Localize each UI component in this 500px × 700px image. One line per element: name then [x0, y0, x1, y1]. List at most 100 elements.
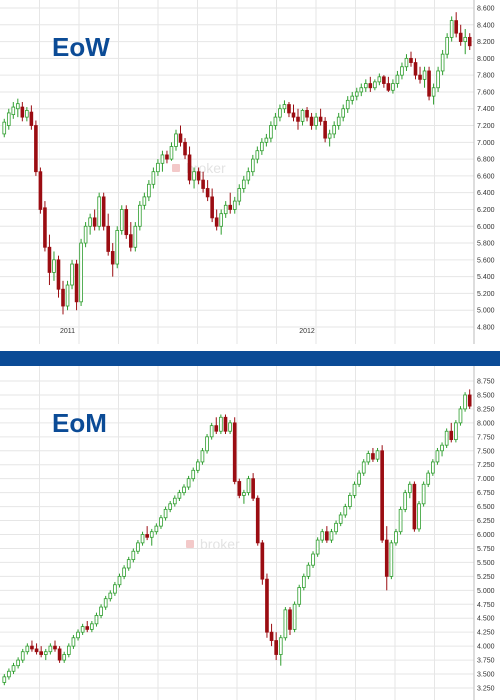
candle-up: [119, 209, 124, 231]
y-tick-label: 6.600: [477, 173, 495, 180]
candle-up: [16, 659, 20, 667]
y-tick-label: 6.000: [477, 532, 495, 539]
y-tick-label: 7.600: [477, 89, 495, 96]
candle-up: [454, 422, 458, 441]
candle-down: [210, 196, 214, 219]
candle-up: [242, 492, 246, 496]
candle-down: [368, 83, 373, 89]
candle-up: [156, 162, 160, 173]
candle-down: [427, 70, 431, 97]
candle-down: [418, 74, 422, 80]
candle-down: [30, 645, 34, 650]
candle-up: [246, 478, 251, 494]
candle-up: [463, 394, 467, 410]
candle-up: [25, 645, 30, 653]
watermark-text: broker: [186, 160, 226, 176]
y-tick-label: 5.000: [477, 588, 495, 595]
candle-up: [297, 587, 302, 605]
candle-up: [426, 472, 431, 485]
candle-up: [43, 651, 48, 655]
candle-up: [431, 461, 435, 474]
y-tick-label: 8.200: [477, 39, 495, 46]
y-tick-label: 5.000: [477, 308, 495, 315]
candle-up: [172, 497, 177, 505]
candle-down: [34, 648, 39, 653]
candle-down: [323, 120, 327, 139]
y-tick-label: 7.500: [477, 448, 495, 455]
candle-down: [92, 217, 97, 227]
candle-up: [440, 444, 444, 452]
watermark: broker: [186, 536, 240, 552]
candle-down: [296, 116, 300, 122]
candle-down: [288, 609, 292, 630]
candle-down: [291, 112, 296, 118]
candle-up: [440, 53, 445, 72]
y-tick-label: 8.000: [477, 420, 495, 427]
y-tick-label: 6.000: [477, 224, 495, 231]
candle-up: [389, 542, 394, 577]
candle-up: [278, 108, 282, 118]
candle-up: [219, 213, 223, 227]
candle-down: [124, 209, 129, 236]
panel-title: EoW: [52, 32, 110, 62]
candle-up: [90, 623, 94, 630]
candle-up: [94, 615, 99, 625]
candle-up: [421, 483, 426, 505]
y-tick-label: 5.200: [477, 291, 495, 298]
candle-up: [52, 259, 56, 273]
y-tick-label: 3.500: [477, 672, 495, 679]
y-tick-label: 7.000: [477, 476, 495, 483]
candle-up: [191, 469, 196, 480]
candle-down: [165, 154, 169, 160]
candle-down: [274, 640, 278, 655]
candle-up: [83, 225, 88, 244]
candle-down: [196, 171, 201, 181]
candle-up: [151, 171, 156, 185]
candle-down: [467, 394, 472, 407]
candle-down: [29, 111, 34, 126]
candle-up: [196, 461, 200, 471]
y-tick-label: 4.500: [477, 616, 495, 623]
candle-down: [380, 450, 384, 541]
candle-up: [71, 637, 76, 647]
candle-up: [404, 57, 409, 68]
candle-down: [145, 534, 149, 538]
candle-up: [345, 99, 350, 110]
candle-down: [309, 116, 314, 126]
x-tick-label: 2012: [299, 328, 315, 335]
candle-up: [232, 200, 237, 210]
candle-up: [103, 598, 108, 608]
y-tick-label: 7.750: [477, 434, 495, 441]
candle-down: [255, 497, 260, 544]
candle-up: [341, 108, 346, 118]
candle-down: [251, 478, 255, 499]
candle-up: [273, 116, 278, 126]
candle-up: [117, 575, 122, 586]
candle-up: [354, 91, 359, 97]
y-tick-label: 4.000: [477, 644, 495, 651]
candle-up: [260, 141, 264, 152]
candle-up: [373, 81, 377, 89]
candle-up: [88, 217, 92, 227]
candle-down: [449, 430, 454, 441]
candle-down: [214, 425, 219, 432]
y-tick-label: 7.000: [477, 140, 495, 147]
candle-up: [200, 450, 205, 463]
candle-up: [375, 450, 380, 460]
candle-down: [205, 188, 210, 198]
candle-down: [413, 62, 418, 76]
candle-up: [314, 116, 318, 126]
candle-down: [232, 422, 237, 482]
candle-up: [363, 83, 368, 89]
candle-down: [454, 20, 458, 34]
candle-up: [398, 508, 403, 533]
candle-down: [305, 110, 309, 118]
candle-up: [177, 492, 182, 499]
candle-up: [463, 36, 468, 42]
y-tick-label: 8.400: [477, 22, 495, 29]
candle-up: [237, 188, 242, 202]
candle-up: [223, 204, 228, 215]
candle-down: [53, 645, 57, 650]
candle-down: [371, 453, 375, 460]
candle-up: [334, 522, 338, 533]
